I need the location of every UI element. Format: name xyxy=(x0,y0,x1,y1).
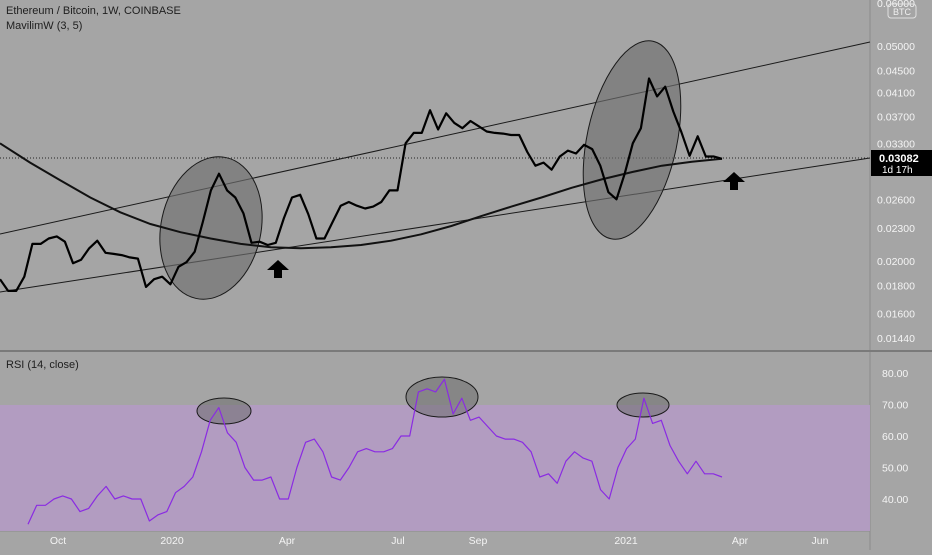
currency-badge[interactable]: BTC xyxy=(893,7,912,17)
price-tick-label: 0.01440 xyxy=(877,333,915,345)
rsi-tick-label: 80.00 xyxy=(882,368,908,380)
price-tick-label: 0.03700 xyxy=(877,112,915,124)
rsi-line xyxy=(27,378,723,525)
time-tick-label: Apr xyxy=(279,535,296,547)
arrow-up-icon xyxy=(267,260,289,278)
price-tick-label: 0.01600 xyxy=(877,308,915,320)
rsi-tick-label: 50.00 xyxy=(882,463,908,475)
rsi-tick-label: 40.00 xyxy=(882,494,908,506)
rsi-tick-label: 70.00 xyxy=(882,400,908,412)
rsi-band xyxy=(0,405,870,531)
time-axis-ticks: Oct 2020 Apr Jul Sep 2021 Apr Jun xyxy=(50,535,829,547)
rsi-axis-ticks: 40.00 50.00 60.00 70.00 80.00 xyxy=(882,368,908,506)
arrow-up-icon xyxy=(723,172,745,190)
price-tick-label: 0.01800 xyxy=(877,281,915,293)
time-tick-label: Apr xyxy=(732,535,749,547)
current-price-label-bg xyxy=(871,150,932,176)
rsi-ellipse-1 xyxy=(196,397,252,425)
upper-trendline xyxy=(0,41,871,235)
price-tick-label: 0.04500 xyxy=(877,66,915,78)
price-tick-label: 0.02600 xyxy=(877,194,915,206)
time-tick-label: Jun xyxy=(812,535,829,547)
price-tick-label: 0.04100 xyxy=(877,87,915,99)
time-tick-label: 2020 xyxy=(160,535,184,547)
rsi-tick-label: 60.00 xyxy=(882,431,908,443)
price-tick-label: 0.03300 xyxy=(877,138,915,150)
mavilimw-line xyxy=(0,142,723,250)
time-tick-label: Sep xyxy=(469,535,488,547)
time-tick-label: Jul xyxy=(391,535,404,547)
price-tick-label: 0.05000 xyxy=(877,41,915,53)
chart-symbol-title: Ethereum / Bitcoin, 1W, COINBASE xyxy=(6,5,181,17)
currency-badge-bg[interactable] xyxy=(887,3,917,19)
time-tick-label: 2021 xyxy=(614,535,638,547)
indicator-title: MavilimW (3, 5) xyxy=(6,20,82,32)
countdown-label: 1d 17h xyxy=(882,165,913,176)
current-price-label: 0.03082 xyxy=(879,153,919,165)
price-pane-bg xyxy=(0,0,870,350)
price-tick-label: 0.02300 xyxy=(877,223,915,235)
price-line xyxy=(0,77,723,292)
rsi-title: RSI (14, close) xyxy=(6,359,79,371)
price-tick-label: 0.02000 xyxy=(877,256,915,268)
price-axis-bg xyxy=(870,0,932,550)
time-tick-label: Oct xyxy=(50,535,66,547)
price-tick-label: 0.06000 xyxy=(877,0,915,10)
price-axis-ticks: 0.01440 0.01600 0.01800 0.02000 0.02300 0.026… xyxy=(877,0,915,345)
rsi-ellipse-2 xyxy=(405,376,479,418)
